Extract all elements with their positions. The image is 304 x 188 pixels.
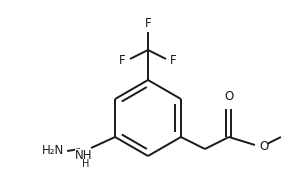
Text: H: H <box>82 159 90 169</box>
Text: O: O <box>259 140 268 153</box>
Text: F: F <box>119 54 126 67</box>
Text: O: O <box>224 90 233 103</box>
Text: NH: NH <box>74 149 92 162</box>
Text: H₂N: H₂N <box>42 145 64 158</box>
Text: F: F <box>170 54 177 67</box>
Text: F: F <box>145 17 151 30</box>
